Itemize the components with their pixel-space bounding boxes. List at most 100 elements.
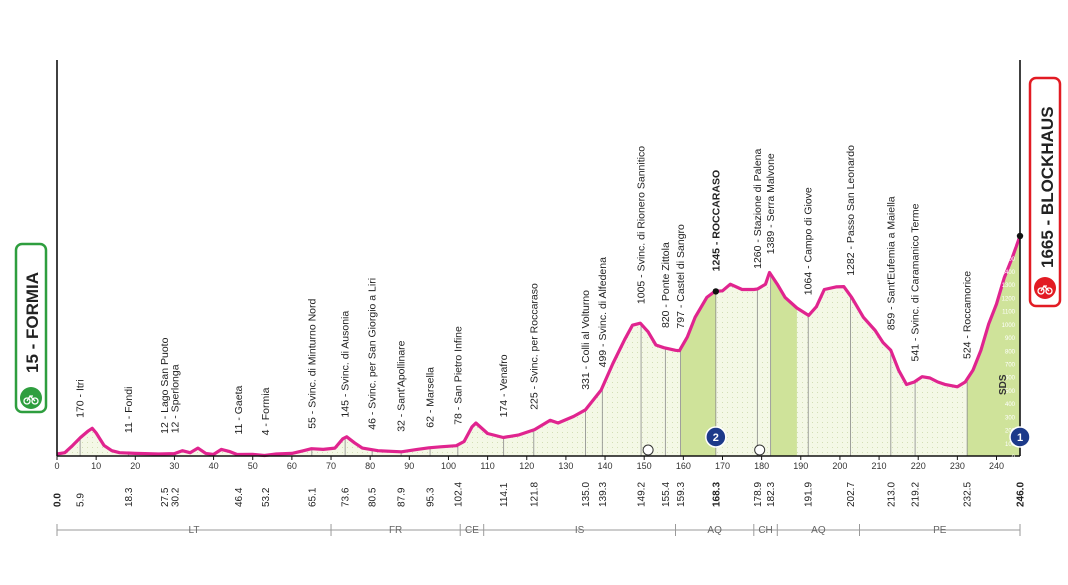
waypoint-label: 820 - Ponte Zittola: [660, 242, 672, 328]
waypoint-label: 4 - Formia: [260, 387, 272, 435]
region-label: AQ: [707, 525, 722, 536]
finish-marker-dot: [1016, 232, 1024, 240]
waypoint-label: 1064 - Campo di Giove: [803, 187, 815, 295]
start-bike-icon: [20, 387, 42, 409]
waypoint-label: 1005 - Svinc. di Rionero Sannitico: [636, 146, 648, 304]
elevation-scale-label: 1600: [1002, 244, 1016, 250]
elevation-scale-label: 1200: [1002, 296, 1016, 302]
km-marker-label: 46.4: [234, 487, 245, 507]
elevation-scale-label: 900: [1005, 336, 1016, 342]
waypoint-label: 55 - Svinc. di Minturno Nord: [306, 299, 318, 429]
region-label: CH: [758, 525, 772, 536]
waypoint-label: 541 - Svinc. di Caramanico Terme: [910, 203, 922, 361]
x-tick-label: 50: [248, 461, 258, 471]
x-tick-label: 90: [404, 461, 414, 471]
x-tick-label: 20: [130, 461, 140, 471]
start-badge: 15 - FORMIA: [14, 242, 48, 414]
elevation-scale-label: 600: [1005, 376, 1016, 382]
x-tick-label: 130: [558, 461, 573, 471]
x-tick-label: 240: [989, 461, 1004, 471]
elevation-scale-label: 700: [1005, 363, 1016, 369]
x-tick-label: 200: [832, 461, 847, 471]
km-marker-label: 213.0: [886, 482, 897, 507]
x-tick-label: 30: [169, 461, 179, 471]
feed-zone-icon: [754, 444, 766, 456]
km-marker-label: 191.9: [804, 482, 815, 507]
region-label: PE: [933, 525, 947, 536]
sds-label: SDS: [998, 374, 1009, 395]
km-marker-label: 121.8: [529, 482, 540, 507]
km-marker-label: 159.3: [676, 482, 687, 507]
bike-icon: [23, 394, 39, 405]
waypoint-label: 331 - Colli al Volturno: [580, 290, 592, 390]
waypoint-label: 524 - Roccamorice: [962, 271, 974, 359]
km-marker-label: 73.6: [341, 487, 352, 507]
finish-label: 1665 - BLOCKHAUS: [1038, 106, 1057, 268]
km-marker-label: 95.3: [426, 487, 437, 507]
km-marker-label: 139.3: [598, 482, 609, 507]
region-label: LT: [189, 525, 200, 536]
finish-bike-icon: [1034, 277, 1056, 299]
km-marker-label: 155.4: [661, 482, 672, 507]
waypoint-label: 11 - Fondi: [123, 387, 135, 434]
km-marker-label: 232.5: [963, 482, 974, 507]
elevation-scale-label: 1100: [1002, 310, 1016, 316]
waypoint-label: 797 - Castel di Sangro: [675, 224, 687, 329]
waypoint-label: 1260 - Stazione di Palena: [752, 148, 764, 268]
climb-top-marker-dot: [712, 288, 720, 295]
x-tick-label: 110: [480, 461, 494, 471]
x-tick-label: 210: [872, 461, 887, 471]
elevation-scale-label: 1300: [1002, 283, 1016, 289]
km-marker-label: 5.9: [76, 493, 87, 507]
km-marker-label: 246.0: [1016, 482, 1027, 507]
waypoint-label: 12 - Lago San Puoto: [159, 337, 171, 433]
x-tick-label: 0: [54, 461, 59, 471]
bike-icon: [1037, 284, 1053, 295]
waypoint-label: 174 - Venafro: [498, 354, 510, 417]
waypoint-label: 12 - Sperlonga: [170, 364, 182, 433]
region-label: IS: [575, 525, 585, 536]
x-tick-label: 60: [287, 461, 297, 471]
x-tick-label: 220: [911, 461, 926, 471]
x-tick-label: 140: [598, 461, 613, 471]
elevation-scale-label: 500: [1005, 389, 1016, 395]
climb-highlight: [770, 274, 797, 456]
climb-highlight: [967, 236, 1020, 456]
x-tick-label: 40: [209, 461, 219, 471]
x-tick-label: 80: [365, 461, 375, 471]
km-marker-label: 114.1: [499, 482, 510, 507]
km-marker-label: 182.3: [766, 482, 777, 507]
x-tick-label: 100: [441, 461, 456, 471]
waypoint-label: 225 - Svinc. per Roccaraso: [528, 283, 540, 410]
km-marker-label: 65.1: [307, 487, 318, 507]
km-marker-label: 219.2: [911, 482, 922, 507]
x-tick-label: 230: [950, 461, 965, 471]
waypoint-label: 499 - Svinc. di Alfedena: [597, 257, 609, 367]
km-marker-label: 0.0: [53, 493, 64, 507]
x-tick-label: 170: [715, 461, 730, 471]
km-marker-label: 27.5: [160, 487, 171, 507]
waypoint-label: 46 - Svinc. per San Giorgio a Liri: [367, 278, 379, 430]
waypoint-label: 170 - Itri: [75, 379, 87, 418]
x-tick-label: 120: [519, 461, 534, 471]
x-tick-label: 70: [326, 461, 336, 471]
elevation-scale-label: 1000: [1002, 323, 1016, 329]
elevation-scale-label: 100: [1005, 442, 1016, 448]
km-marker-label: 30.2: [171, 487, 182, 507]
km-marker-label: 168.3: [711, 482, 722, 507]
waypoint-label: 1389 - Serra Malvone: [765, 153, 777, 254]
km-marker-label: 87.9: [397, 487, 408, 507]
profile-line: [56, 235, 1022, 458]
waypoint-label: 145 - Svinc. di Ausonia: [340, 311, 352, 418]
x-tick-label: 160: [676, 461, 691, 471]
x-tick-label: 190: [793, 461, 808, 471]
waypoint-label: 78 - San Pietro Infine: [452, 326, 464, 425]
km-marker-label: 149.2: [637, 482, 648, 507]
climb-category-label: 2: [713, 432, 719, 444]
km-marker-label: 102.4: [453, 482, 464, 507]
elevation-scale-label: 800: [1005, 349, 1016, 355]
elevation-scale-label: 300: [1005, 415, 1016, 421]
x-tick-label: 10: [91, 461, 101, 471]
waypoint-label: 62 - Marsella: [425, 367, 437, 428]
waypoint-label: 32 - Sant'Apollinare: [396, 340, 408, 431]
